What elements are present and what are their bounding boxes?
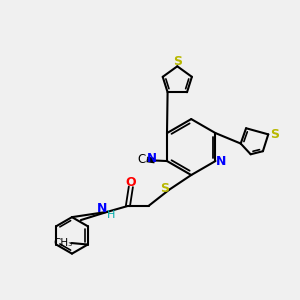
Text: N: N: [97, 202, 107, 215]
Text: CH₃: CH₃: [53, 238, 72, 248]
Text: N: N: [147, 152, 157, 165]
Text: C: C: [138, 153, 146, 166]
Text: N: N: [216, 154, 226, 167]
Text: O: O: [125, 176, 136, 189]
Text: S: S: [270, 128, 279, 141]
Text: S: S: [160, 182, 169, 195]
Text: H: H: [107, 210, 115, 220]
Text: S: S: [173, 55, 182, 68]
